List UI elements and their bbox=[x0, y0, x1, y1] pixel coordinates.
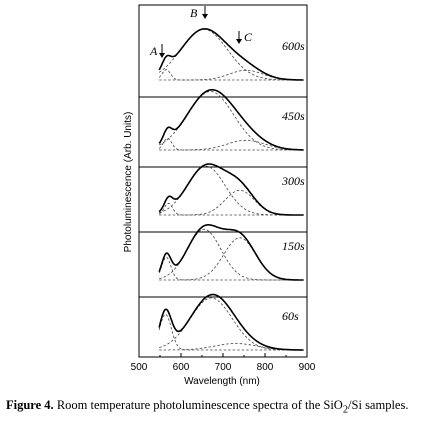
peak-label-a: A bbox=[149, 44, 158, 58]
fit-component-2 bbox=[158, 28, 304, 81]
peak-arrow-a-head bbox=[159, 53, 165, 58]
caption-subscript: 2 bbox=[342, 404, 349, 416]
panel-label: 300s bbox=[281, 174, 305, 188]
x-tick-label: 800 bbox=[257, 362, 274, 373]
x-axis-title: Wavelength (nm) bbox=[184, 376, 260, 387]
fit-component-2 bbox=[159, 91, 304, 151]
fit-component-3 bbox=[159, 343, 304, 351]
x-tick-label: 700 bbox=[215, 362, 232, 373]
panel-150s: 150s bbox=[139, 224, 307, 298]
y-axis-title: Photoluminescence (Arb. Units) bbox=[123, 112, 134, 253]
fit-component-1 bbox=[158, 202, 304, 216]
fit-component-2 bbox=[159, 297, 304, 351]
panel-label: 60s bbox=[282, 309, 299, 323]
figure-caption: Figure 4. Room temperature photoluminesc… bbox=[6, 397, 430, 419]
spectrum-curve bbox=[158, 28, 304, 81]
peak-arrow-c-head bbox=[236, 39, 242, 44]
spectrum-curve bbox=[158, 88, 304, 151]
caption-text-end: /Si samples. bbox=[348, 398, 409, 412]
panel-450s: 450s bbox=[139, 88, 307, 168]
caption-figure-label: Figure 4. bbox=[6, 398, 54, 412]
x-tick-label: 500 bbox=[131, 362, 148, 373]
peak-label-c: C bbox=[244, 30, 253, 44]
panel-label: 150s bbox=[282, 239, 305, 253]
spectra-panels: 600s 450s 300s 150s 60s bbox=[139, 28, 307, 351]
x-tick-label: 900 bbox=[299, 362, 316, 373]
peak-markers: A B C bbox=[149, 6, 253, 58]
panel-300s: 300s bbox=[139, 163, 307, 233]
peak-label-b: B bbox=[190, 6, 198, 20]
panel-600s: 600s bbox=[139, 28, 307, 98]
panel-60s: 60s bbox=[158, 293, 304, 351]
spectrum-curve bbox=[158, 293, 304, 351]
caption-text: Room temperature photoluminescence spect… bbox=[56, 398, 343, 412]
spectrum-curve bbox=[158, 224, 304, 281]
fit-component-2 bbox=[159, 228, 304, 281]
fit-component-1 bbox=[158, 137, 304, 151]
x-axis-ticks: 500 600 700 800 900 bbox=[131, 353, 316, 373]
peak-arrow-b-head bbox=[202, 14, 208, 19]
panel-label: 450s bbox=[282, 109, 305, 123]
x-tick-label: 600 bbox=[173, 362, 190, 373]
panel-label: 600s bbox=[282, 39, 305, 53]
spectrum-curve bbox=[158, 163, 304, 216]
